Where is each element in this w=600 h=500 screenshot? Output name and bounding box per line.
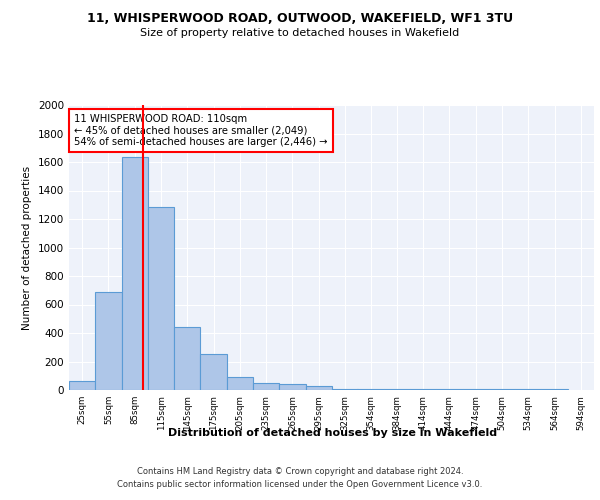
Bar: [305, 386, 332, 390]
Bar: [95, 292, 122, 390]
Text: Contains HM Land Registry data © Crown copyright and database right 2024.: Contains HM Land Registry data © Crown c…: [137, 468, 463, 476]
Bar: [200, 354, 227, 390]
Bar: [332, 388, 358, 390]
Bar: [253, 383, 280, 390]
Bar: [148, 207, 174, 390]
Text: Contains public sector information licensed under the Open Government Licence v3: Contains public sector information licen…: [118, 480, 482, 489]
Bar: [174, 328, 200, 390]
Y-axis label: Number of detached properties: Number of detached properties: [22, 166, 32, 330]
Text: Size of property relative to detached houses in Wakefield: Size of property relative to detached ho…: [140, 28, 460, 38]
Text: 11, WHISPERWOOD ROAD, OUTWOOD, WAKEFIELD, WF1 3TU: 11, WHISPERWOOD ROAD, OUTWOOD, WAKEFIELD…: [87, 12, 513, 26]
Bar: [122, 157, 148, 390]
Text: 11 WHISPERWOOD ROAD: 110sqm
← 45% of detached houses are smaller (2,049)
54% of : 11 WHISPERWOOD ROAD: 110sqm ← 45% of det…: [74, 114, 328, 147]
Bar: [227, 377, 253, 390]
Text: Distribution of detached houses by size in Wakefield: Distribution of detached houses by size …: [169, 428, 497, 438]
Bar: [69, 380, 95, 390]
Bar: [280, 384, 305, 390]
